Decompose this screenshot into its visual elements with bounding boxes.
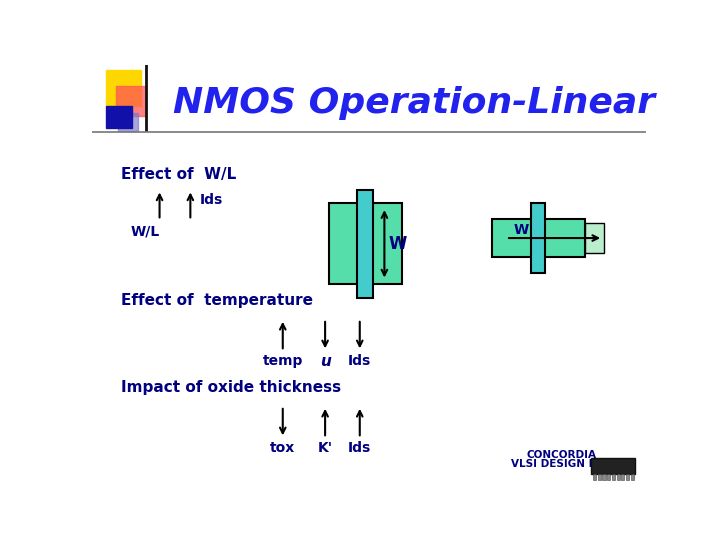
Bar [531,204,545,273]
Text: Ids: Ids [348,354,372,368]
Bar [621,475,624,480]
Text: K': K' [318,441,333,455]
Text: W/L: W/L [131,225,161,239]
Text: Ids: Ids [199,193,223,206]
Bar [357,190,373,298]
Bar [598,475,601,480]
Bar [590,457,636,475]
Text: Effect of  W/L: Effect of W/L [121,167,236,181]
Text: temp: temp [263,354,303,368]
Text: NMOS Operation-Linear: NMOS Operation-Linear [173,86,654,120]
Text: u: u [320,354,330,369]
Text: W: W [514,222,529,237]
Bar [612,475,615,480]
Text: Ids: Ids [348,441,372,455]
Bar [106,70,141,106]
Text: CONCORDIA: CONCORDIA [526,450,596,460]
Bar [626,475,629,480]
Bar [492,219,585,257]
Bar [616,475,620,480]
Text: W: W [388,235,407,253]
Text: VLSI DESIGN LAB: VLSI DESIGN LAB [511,460,611,469]
Bar [593,475,596,480]
Text: Impact of oxide thickness: Impact of oxide thickness [121,380,341,395]
Text: Effect of  temperature: Effect of temperature [121,293,313,308]
Bar [585,222,604,253]
Bar [607,475,611,480]
Bar [603,475,606,480]
Bar [118,112,138,131]
Bar [329,204,402,284]
Text: tox: tox [270,441,295,455]
Bar [106,106,132,128]
Bar [117,86,145,116]
Bar [631,475,634,480]
